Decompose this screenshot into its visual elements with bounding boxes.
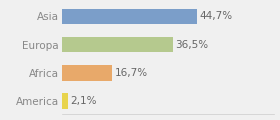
- Bar: [62, 93, 68, 109]
- Text: 2,1%: 2,1%: [70, 96, 97, 106]
- Text: 36,5%: 36,5%: [175, 40, 208, 50]
- Bar: [62, 37, 172, 52]
- Text: 44,7%: 44,7%: [200, 11, 233, 21]
- Text: 16,7%: 16,7%: [115, 68, 148, 78]
- Bar: [62, 9, 197, 24]
- Bar: [62, 65, 112, 81]
